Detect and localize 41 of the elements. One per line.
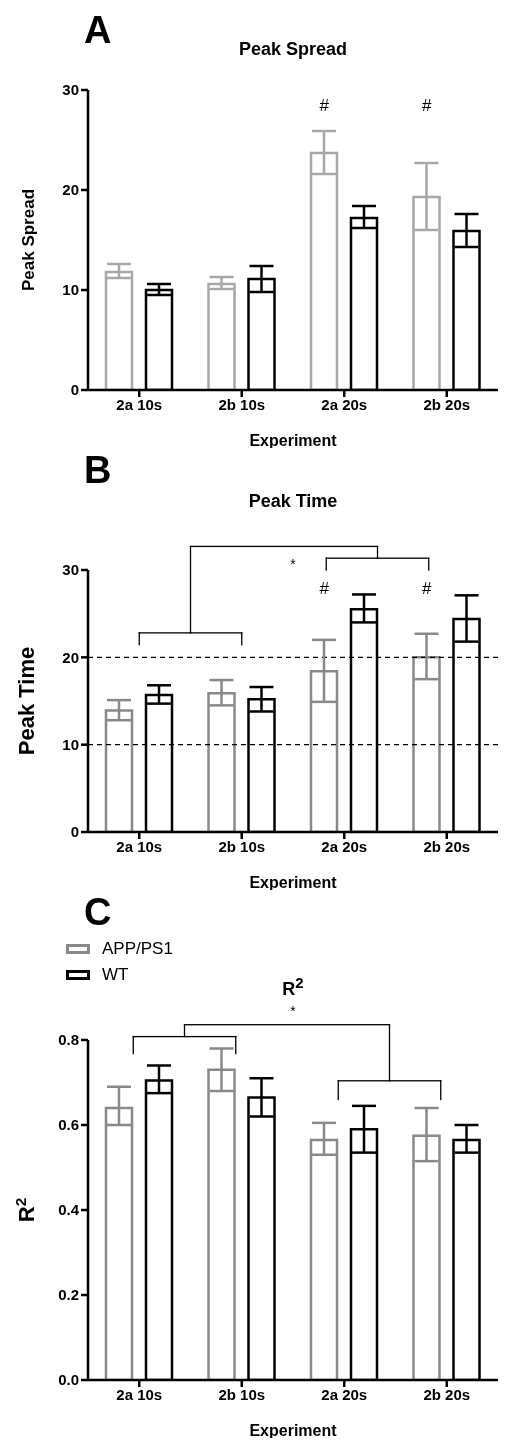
chart-title: Peak Time <box>248 491 338 511</box>
x-tick-label: 2a 20s <box>321 395 368 413</box>
y-tick-label: 30 <box>62 561 79 579</box>
y-axis-title: Peak Time <box>14 646 39 756</box>
x-tick-label: 2a 10s <box>116 395 163 413</box>
chart-title: Peak Spread <box>238 39 348 59</box>
x-tick-label: 2b 20s <box>423 395 471 413</box>
y-tick-label: 20 <box>62 648 79 666</box>
text: C <box>84 890 112 934</box>
annotation: # <box>319 578 330 598</box>
x-tick-label: 2b 10s <box>218 395 266 413</box>
y-tick-label: 0 <box>70 381 79 399</box>
annotation: # <box>422 578 433 598</box>
text: B <box>84 448 112 492</box>
x-tick-label: 2b 20s <box>423 837 471 855</box>
y-tick-label: 20 <box>62 181 79 199</box>
annotation: # <box>319 96 330 115</box>
annotation: # <box>422 96 433 115</box>
x-tick-label: 2b 10s <box>218 837 266 855</box>
y-tick-label: 0.6 <box>58 1116 79 1134</box>
legend-label: APP/PS1 <box>102 939 173 959</box>
y-tick-label: 0.4 <box>58 1201 80 1219</box>
legend-label: WT <box>102 965 129 985</box>
text: A <box>84 8 112 52</box>
y-tick-label: 30 <box>62 81 79 99</box>
y-tick-label: 0.0 <box>58 1371 79 1389</box>
y-tick-label: 10 <box>62 281 79 299</box>
x-tick-label: 2a 20s <box>321 1385 368 1403</box>
y-tick-label: 0.8 <box>58 1031 79 1049</box>
x-tick-label: 2a 10s <box>116 837 163 855</box>
x-tick-label: 2a 20s <box>321 837 368 855</box>
y-tick-label: 10 <box>62 735 79 753</box>
x-tick-label: 2a 10s <box>116 1385 163 1403</box>
x-tick-label: 2b 10s <box>218 1385 266 1403</box>
x-tick-label: 2b 20s <box>423 1385 471 1403</box>
annotation: * <box>290 555 297 572</box>
y-axis-title: Peak Spread <box>19 188 38 292</box>
y-tick-label: 0 <box>70 823 79 841</box>
y-tick-label: 0.2 <box>58 1286 79 1304</box>
text: * <box>290 1003 297 1020</box>
chart-title: R$^{2}$ <box>282 974 304 999</box>
